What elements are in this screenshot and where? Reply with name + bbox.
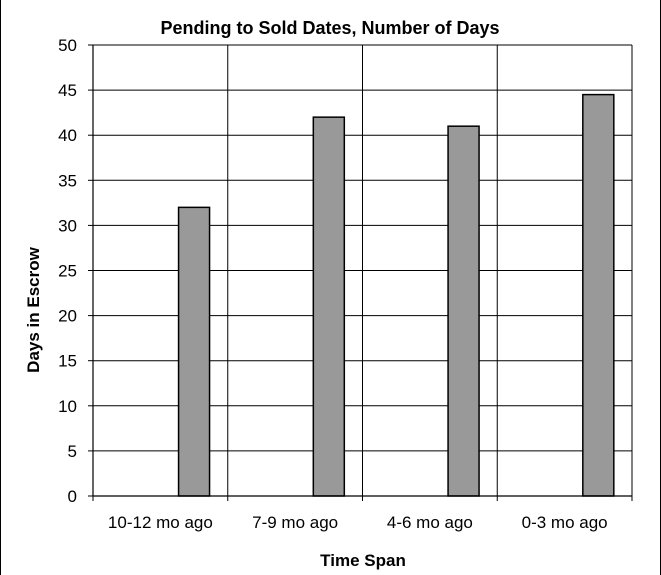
x-tick-labels: 10-12 mo ago 7-9 mo ago 4-6 mo ago 0-3 mo a…	[108, 513, 608, 532]
y-tick-label: 25	[58, 262, 77, 281]
x-tick-label: 7-9 mo ago	[252, 513, 338, 532]
x-tick-label: 4-6 mo ago	[387, 513, 473, 532]
y-tick-label: 0	[68, 487, 77, 506]
y-tick-label: 15	[58, 352, 77, 371]
chart-title: Pending to Sold Dates, Number of Days	[160, 18, 499, 38]
x-tick-label: 10-12 mo ago	[108, 513, 213, 532]
bar	[177, 206, 211, 497]
y-tick-label: 30	[58, 216, 77, 235]
y-tick-label: 5	[68, 442, 77, 461]
bar	[582, 93, 615, 497]
bar	[312, 116, 346, 497]
x-tick-label: 0-3 mo ago	[522, 513, 608, 532]
bars	[177, 93, 615, 497]
x-axis-title: Time Span	[320, 551, 406, 570]
y-tick-label: 50	[58, 36, 77, 55]
y-tick-label: 45	[58, 81, 77, 100]
y-tick-labels: 0 5 10 15 20 25 30 35 40 45 50	[58, 36, 77, 506]
y-tick-label: 10	[58, 397, 77, 416]
bar	[447, 125, 480, 497]
gridlines	[93, 44, 633, 496]
y-tick-label: 20	[58, 307, 77, 326]
y-axis-title: Days in Escrow	[24, 246, 43, 372]
axes	[88, 44, 633, 501]
y-tick-label: 40	[58, 126, 77, 145]
y-tick-label: 35	[58, 171, 77, 190]
